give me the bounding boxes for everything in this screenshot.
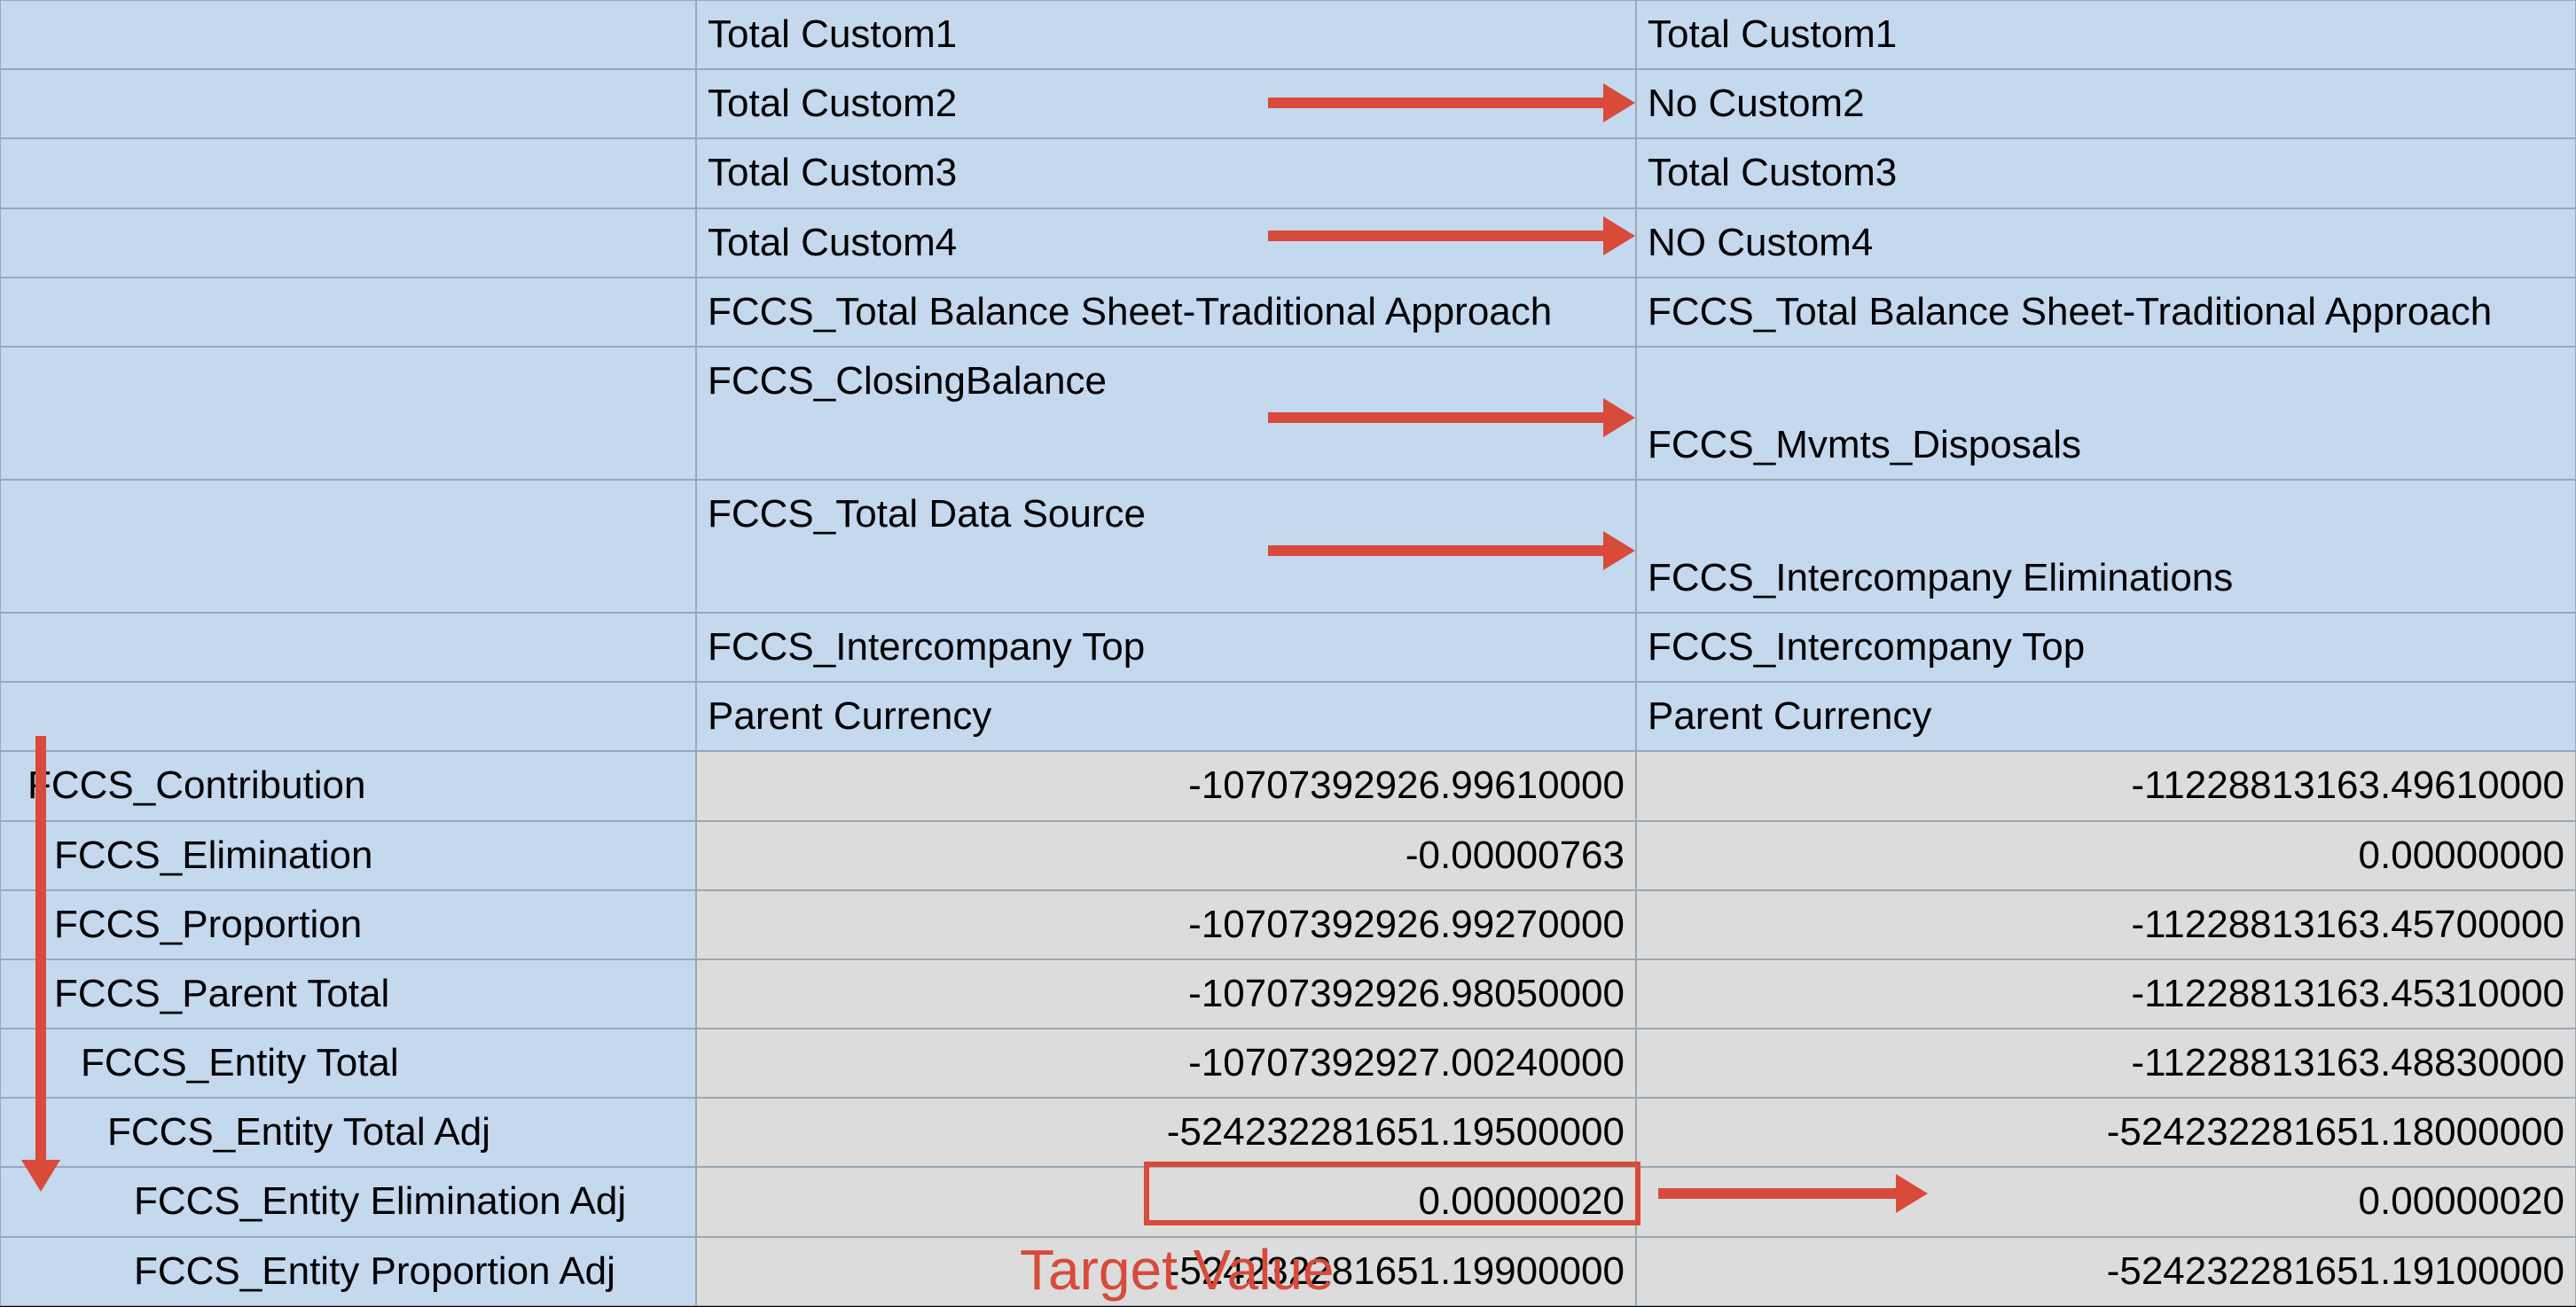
row-label[interactable]: FCCS_Entity Proportion Adj — [0, 1237, 696, 1306]
data-row: FCCS_Parent Total -10707392926.98050000 … — [0, 959, 2576, 1029]
data-row: FCCS_Entity Proportion Adj -524232281651… — [0, 1237, 2576, 1306]
data-cell[interactable]: -10707392926.99270000 — [696, 890, 1636, 959]
header-cell[interactable]: FCCS_Total Data Source — [696, 480, 1636, 613]
header-row: FCCS_Total Balance Sheet-Traditional App… — [0, 278, 2576, 347]
header-cell[interactable]: FCCS_Mvmts_Disposals — [1636, 347, 2576, 480]
header-cell[interactable]: Parent Currency — [1636, 682, 2576, 751]
data-cell[interactable]: -524232281651.18000000 — [1636, 1098, 2576, 1167]
header-row: Total Custom2 No Custom2 — [0, 69, 2576, 138]
header-cell[interactable]: FCCS_Total Balance Sheet-Traditional App… — [696, 278, 1636, 347]
data-row: FCCS_Contribution -10707392926.99610000 … — [0, 751, 2576, 820]
header-cell[interactable]: FCCS_Intercompany Top — [1636, 613, 2576, 682]
header-cell[interactable]: Total Custom1 — [1636, 0, 2576, 69]
header-cell[interactable]: Parent Currency — [696, 682, 1636, 751]
header-cell-blank — [0, 613, 696, 682]
data-cell[interactable]: -524232281651.19100000 — [1636, 1237, 2576, 1306]
header-row: Parent Currency Parent Currency — [0, 682, 2576, 751]
header-cell[interactable]: FCCS_Total Balance Sheet-Traditional App… — [1636, 278, 2576, 347]
header-row: Total Custom4 NO Custom4 — [0, 208, 2576, 278]
row-label[interactable]: FCCS_Parent Total — [0, 959, 696, 1029]
data-row: FCCS_Entity Total Adj -524232281651.1950… — [0, 1098, 2576, 1167]
header-cell[interactable]: Total Custom4 — [696, 208, 1636, 278]
header-cell[interactable]: NO Custom4 — [1636, 208, 2576, 278]
header-row: Total Custom3 Total Custom3 — [0, 138, 2576, 207]
header-cell[interactable]: No Custom2 — [1636, 69, 2576, 138]
header-cell-blank — [0, 682, 696, 751]
header-cell[interactable]: FCCS_Intercompany Eliminations — [1636, 480, 2576, 613]
spreadsheet-grid[interactable]: Total Custom1 Total Custom1 Total Custom… — [0, 0, 2576, 1306]
data-cell[interactable]: -524232281651.19500000 — [696, 1098, 1636, 1167]
data-cell[interactable]: 0.00000020 — [1636, 1167, 2576, 1236]
data-cell[interactable]: -10707392926.99610000 — [696, 751, 1636, 820]
row-label[interactable]: FCCS_Contribution — [0, 751, 696, 820]
data-row: FCCS_Entity Total -10707392927.00240000 … — [0, 1029, 2576, 1098]
data-cell[interactable]: -10707392926.98050000 — [696, 959, 1636, 1029]
header-cell-blank — [0, 347, 696, 480]
data-cell[interactable]: 0.00000020 — [696, 1167, 1636, 1236]
row-label[interactable]: FCCS_Elimination — [0, 821, 696, 890]
header-cell-blank — [0, 208, 696, 278]
header-row: FCCS_ClosingBalance FCCS_Mvmts_Disposals — [0, 347, 2576, 480]
header-cell[interactable]: Total Custom3 — [696, 138, 1636, 207]
row-label[interactable]: FCCS_Entity Elimination Adj — [0, 1167, 696, 1236]
header-row: Total Custom1 Total Custom1 — [0, 0, 2576, 69]
data-cell[interactable]: -11228813163.48830000 — [1636, 1029, 2576, 1098]
data-row: FCCS_Elimination -0.00000763 0.00000000 — [0, 821, 2576, 890]
data-row: FCCS_Proportion -10707392926.99270000 -1… — [0, 890, 2576, 959]
header-cell[interactable]: FCCS_Intercompany Top — [696, 613, 1636, 682]
data-cell[interactable]: -0.00000763 — [696, 821, 1636, 890]
row-label[interactable]: FCCS_Proportion — [0, 890, 696, 959]
row-label[interactable]: FCCS_Entity Total — [0, 1029, 696, 1098]
header-cell-blank — [0, 480, 696, 613]
data-cell[interactable]: -11228813163.45700000 — [1636, 890, 2576, 959]
data-cell[interactable]: -10707392927.00240000 — [696, 1029, 1636, 1098]
data-cell[interactable]: -11228813163.45310000 — [1636, 959, 2576, 1029]
header-cell-blank — [0, 0, 696, 69]
header-cell-blank — [0, 278, 696, 347]
header-cell[interactable]: FCCS_ClosingBalance — [696, 347, 1636, 480]
header-cell-blank — [0, 138, 696, 207]
header-row: FCCS_Intercompany Top FCCS_Intercompany … — [0, 613, 2576, 682]
header-cell[interactable]: Total Custom1 — [696, 0, 1636, 69]
header-row: FCCS_Total Data Source FCCS_Intercompany… — [0, 480, 2576, 613]
header-cell-blank — [0, 69, 696, 138]
header-cell[interactable]: Total Custom2 — [696, 69, 1636, 138]
header-cell[interactable]: Total Custom3 — [1636, 138, 2576, 207]
row-label[interactable]: FCCS_Entity Total Adj — [0, 1098, 696, 1167]
data-cell[interactable]: -11228813163.49610000 — [1636, 751, 2576, 820]
data-row: FCCS_Entity Elimination Adj 0.00000020 0… — [0, 1167, 2576, 1236]
data-cell[interactable]: -524232281651.19900000 — [696, 1237, 1636, 1306]
data-cell[interactable]: 0.00000000 — [1636, 821, 2576, 890]
